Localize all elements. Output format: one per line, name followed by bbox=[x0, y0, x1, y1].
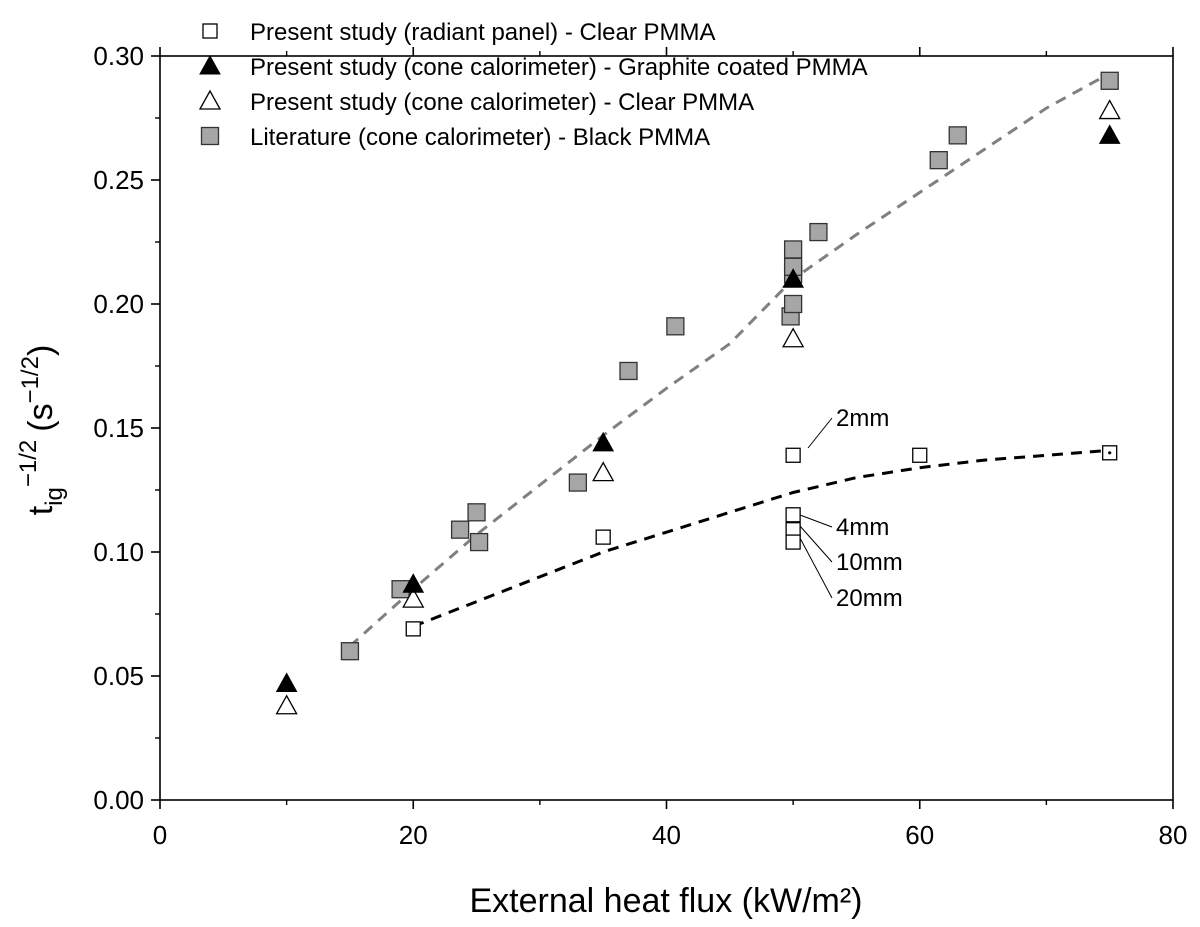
legend-marker-open-square-small bbox=[202, 23, 218, 39]
data-point-open-triangle bbox=[402, 587, 425, 608]
legend: Present study (radiant panel) - Clear PM… bbox=[198, 19, 868, 151]
y-tick-label: 0.10 bbox=[93, 537, 144, 567]
tick-layer: 0 20 40 60 80 0.00 0.05 0.10 0.15 0.20 0.25 0.30 bbox=[93, 41, 1187, 850]
fit-line-layer bbox=[348, 72, 1111, 648]
data-point-open-square-small bbox=[595, 529, 611, 545]
data-point-grey-square bbox=[929, 151, 948, 170]
fit-line-grey-dashed bbox=[348, 72, 1111, 648]
legend-marker-filled-triangle bbox=[199, 54, 221, 75]
legend-marker-grey-square bbox=[200, 126, 220, 146]
legend-label: Present study (radiant panel) - Clear PM… bbox=[250, 19, 716, 46]
data-point-grey-square bbox=[783, 240, 803, 259]
legend-label: Literature (cone calorimeter) - Black PM… bbox=[250, 124, 710, 151]
x-tick-label: 40 bbox=[652, 820, 681, 850]
y-axis-title-subscript: ig bbox=[41, 487, 68, 506]
data-point-open-triangle bbox=[782, 327, 805, 348]
data-point-dot bbox=[1108, 451, 1112, 455]
data-point-grey-square bbox=[809, 222, 828, 242]
data-point-filled-triangle bbox=[1098, 124, 1121, 144]
data-point-open-square-small bbox=[785, 447, 801, 463]
x-tick-label: 0 bbox=[153, 820, 167, 850]
plot-frame bbox=[159, 55, 1174, 801]
data-point-open-square-small bbox=[912, 447, 928, 463]
data-point-filled-triangle bbox=[402, 573, 425, 593]
x-axis-title: External heat flux (kW/m²) bbox=[470, 882, 863, 920]
y-axis-title-units-sup: −1/2 bbox=[17, 356, 44, 403]
data-point-grey-square bbox=[340, 642, 360, 661]
annotation-label: 10mm bbox=[836, 549, 903, 576]
y-tick-label: 0.00 bbox=[93, 785, 144, 815]
annotation-layer: 2mm 4mm 10mm 20mm bbox=[799, 405, 903, 612]
marker-layer bbox=[275, 71, 1121, 715]
data-point-open-triangle bbox=[275, 694, 298, 715]
data-point-grey-square bbox=[619, 361, 638, 381]
annotation-leader bbox=[799, 514, 833, 528]
data-point-grey-square bbox=[469, 532, 489, 552]
annotation-label: 20mm bbox=[836, 585, 903, 612]
data-point-filled-triangle bbox=[592, 431, 615, 452]
data-point-filled-triangle bbox=[275, 672, 298, 692]
legend-label: Present study (cone calorimeter) - Clear… bbox=[250, 89, 754, 116]
annotation-leader bbox=[799, 537, 833, 599]
y-tick-label: 0.25 bbox=[93, 165, 144, 195]
data-point-grey-square bbox=[467, 503, 486, 522]
y-tick-label: 0.15 bbox=[93, 413, 144, 443]
data-point-open-square-small bbox=[785, 507, 801, 523]
data-point-filled-triangle bbox=[782, 268, 804, 288]
y-axis-title: tig−1/2(s−1/2) bbox=[15, 345, 68, 516]
data-point-grey-square bbox=[948, 126, 967, 145]
data-point-grey-square bbox=[783, 294, 803, 314]
x-tick-label: 80 bbox=[1159, 820, 1188, 850]
data-point-grey-square bbox=[666, 317, 685, 336]
data-point-grey-square bbox=[450, 520, 470, 539]
data-point-grey-square bbox=[1100, 71, 1119, 90]
annotation-leader bbox=[799, 525, 833, 563]
data-point-open-square-small bbox=[785, 534, 801, 550]
data-point-grey-square bbox=[568, 473, 588, 492]
y-axis-title-units-open: (s bbox=[22, 403, 60, 431]
annotation-label: 2mm bbox=[836, 405, 889, 432]
y-tick-label: 0.20 bbox=[93, 289, 144, 319]
y-axis-title-superscript: −1/2 bbox=[15, 440, 42, 487]
annotation-leader bbox=[807, 417, 833, 449]
svg-text:tig−1/2(s−1/2): tig−1/2(s−1/2) bbox=[15, 345, 68, 516]
y-tick-label: 0.30 bbox=[93, 41, 144, 71]
annotation-label: 4mm bbox=[836, 514, 889, 541]
legend-marker-open-triangle bbox=[198, 89, 222, 110]
data-point-open-square-small bbox=[405, 621, 421, 637]
y-axis-title-units-close: ) bbox=[22, 345, 60, 356]
legend-label: Present study (cone calorimeter) - Graph… bbox=[250, 54, 868, 81]
x-tick-label: 60 bbox=[905, 820, 934, 850]
y-axis-title-base: t bbox=[22, 505, 60, 515]
fit-line-black-dashed bbox=[412, 448, 1110, 628]
data-point-open-triangle bbox=[592, 461, 615, 482]
data-point-open-triangle bbox=[1098, 99, 1121, 120]
x-tick-label: 20 bbox=[399, 820, 428, 850]
y-tick-label: 0.05 bbox=[93, 661, 144, 691]
